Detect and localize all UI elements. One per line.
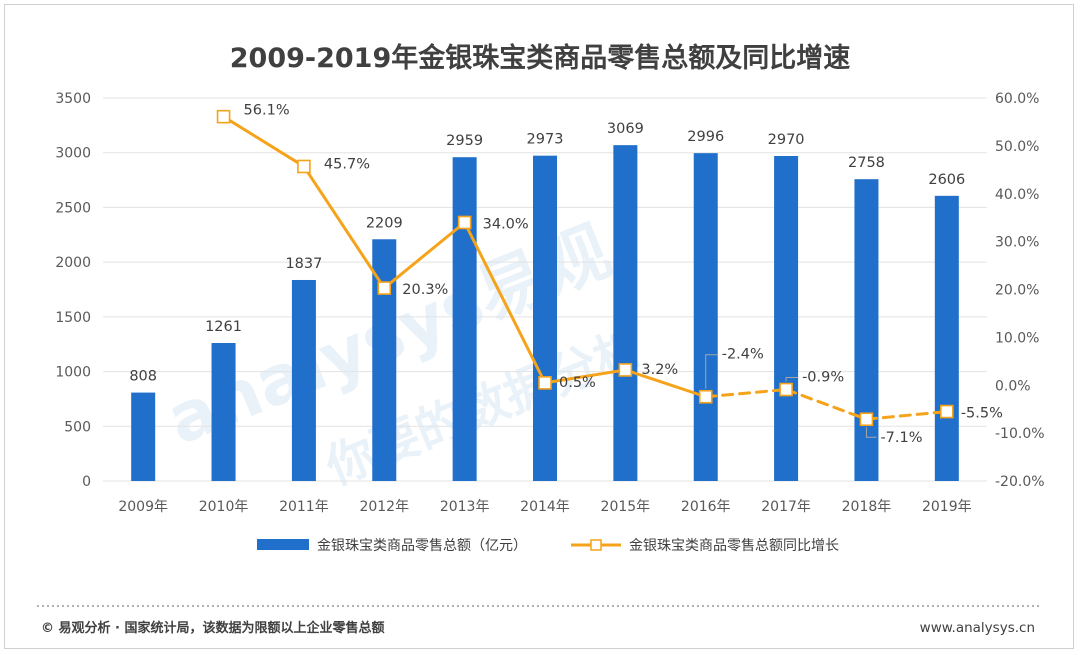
left-tick-label: 3500 — [55, 91, 91, 107]
bar-series — [131, 145, 959, 482]
growth-value-label: 0.5% — [559, 375, 596, 391]
growth-value-label: 45.7% — [324, 156, 370, 172]
growth-point — [859, 412, 874, 427]
left-tick-label: 3000 — [55, 146, 91, 162]
growth-point — [940, 404, 954, 419]
right-tick-label: 60.0% — [995, 91, 1039, 107]
right-tick-label: 0.0% — [995, 378, 1031, 394]
chart-frame: analysys易观 你要的数据分析 2009-2019年金银珠宝类商品零售总额… — [4, 4, 1074, 649]
growth-point — [698, 389, 713, 404]
bar-value-label: 808 — [129, 369, 157, 385]
footer-site[interactable]: www.analysys.cn — [920, 620, 1035, 636]
growth-value-label: 34.0% — [483, 216, 529, 232]
left-axis-ticks: 0 500 1000 1500 2000 2500 3000 3500 — [55, 91, 91, 490]
bar-value-label: 2606 — [928, 172, 965, 188]
growth-point — [377, 281, 392, 295]
legend-line-marker — [590, 539, 602, 551]
x-tick-label: 2016年 — [681, 499, 731, 515]
left-tick-label: 0 — [82, 474, 91, 490]
right-tick-label: 20.0% — [995, 283, 1039, 299]
bar-value-label: 1837 — [285, 256, 322, 272]
x-axis-ticks: 2009年 2010年 2011年 2012年 2013年 2014年 2015年 2016年… — [118, 499, 971, 515]
growth-value-label: -5.5% — [961, 406, 1003, 422]
right-tick-label: 10.0% — [995, 330, 1039, 346]
right-tick-label: -10.0% — [995, 426, 1045, 442]
bar — [533, 155, 557, 481]
growth-point — [538, 376, 552, 390]
bar — [934, 195, 959, 481]
growth-point — [216, 109, 231, 124]
legend-line-label: 金银珠宝类商品零售总额同比增长 — [629, 538, 839, 554]
bar — [211, 343, 236, 481]
bar-value-label: 2996 — [687, 129, 724, 145]
bar — [452, 157, 477, 481]
bar — [693, 153, 718, 482]
growth-point — [618, 363, 633, 377]
left-tick-label: 2000 — [55, 255, 91, 271]
bar — [291, 279, 316, 481]
legend: 金银珠宝类商品零售总额（亿元） 金银珠宝类商品零售总额同比增长 — [257, 538, 839, 554]
leader-line — [705, 354, 718, 389]
growth-line-segment — [222, 115, 306, 168]
left-tick-label: 1000 — [55, 365, 91, 381]
right-tick-label: 40.0% — [995, 187, 1039, 203]
x-tick-label: 2019年 — [922, 499, 972, 515]
x-tick-label: 2010年 — [199, 499, 249, 515]
bar-value-label: 2973 — [527, 132, 564, 148]
bar — [372, 239, 397, 481]
growth-value-labels: 56.1% 45.7% 20.3% 34.0% 0.5% 3.2% -2.4% -0.9% -7… — [244, 103, 1003, 447]
growth-value-label: -0.9% — [802, 370, 844, 386]
bar — [131, 392, 156, 481]
growth-value-label: -7.1% — [880, 430, 922, 446]
growth-line-segment — [543, 368, 627, 385]
left-tick-label: 2500 — [55, 200, 91, 216]
growth-point — [779, 382, 793, 397]
x-tick-label: 2011年 — [279, 499, 329, 515]
x-tick-label: 2015年 — [601, 499, 651, 515]
right-tick-label: 50.0% — [995, 139, 1039, 155]
x-tick-label: 2018年 — [842, 499, 892, 515]
bar-value-label: 2959 — [446, 133, 483, 149]
footer-source: © 易观分析 · 国家统计局，该数据为限额以上企业零售总额 — [41, 620, 385, 636]
bar — [774, 155, 799, 482]
bar-value-label: 3069 — [607, 121, 644, 137]
right-tick-label: 30.0% — [995, 235, 1039, 251]
growth-value-label: 56.1% — [244, 103, 290, 119]
left-tick-label: 500 — [64, 419, 91, 435]
x-tick-label: 2012年 — [359, 499, 409, 515]
bar — [613, 145, 638, 482]
bar-value-labels: 808 1261 1837 2209 2959 2973 3069 2996 2970 2758 2… — [129, 121, 965, 384]
growth-line-series — [216, 109, 954, 427]
growth-line-segment — [864, 410, 949, 421]
growth-line-segment — [382, 220, 467, 290]
chart-title: 2009-2019年金银珠宝类商品零售总额及同比增速 — [230, 42, 851, 74]
chart-svg: analysys易观 你要的数据分析 2009-2019年金银珠宝类商品零售总额… — [37, 42, 1045, 636]
left-tick-label: 1500 — [55, 310, 91, 326]
growth-point — [297, 159, 311, 174]
x-tick-label: 2014年 — [520, 499, 570, 515]
leader-line — [785, 377, 799, 382]
growth-line-segment — [704, 388, 788, 399]
bar-value-label: 2970 — [768, 132, 805, 148]
legend-bar-label: 金银珠宝类商品零售总额（亿元） — [317, 538, 527, 554]
bar-value-label: 1261 — [205, 319, 242, 335]
growth-value-label: 20.3% — [402, 282, 448, 298]
growth-value-label: -2.4% — [722, 347, 764, 363]
right-axis-ticks: -20.0% -10.0% 0.0% 10.0% 20.0% 30.0% 40.0% 50.0… — [995, 91, 1045, 490]
x-tick-label: 2017年 — [761, 499, 811, 515]
growth-line-segment — [784, 388, 868, 421]
bar-value-label: 2758 — [848, 155, 885, 171]
legend-bar-swatch — [257, 539, 309, 550]
bar-value-label: 2209 — [366, 215, 403, 231]
leader-line — [865, 427, 877, 438]
growth-point — [457, 215, 472, 230]
x-tick-label: 2009年 — [118, 499, 168, 515]
right-tick-label: -20.0% — [995, 474, 1045, 490]
growth-line-segment — [302, 164, 386, 290]
growth-value-label: 3.2% — [641, 362, 678, 378]
x-tick-label: 2013年 — [440, 499, 490, 515]
growth-line-segment — [463, 220, 547, 385]
growth-line-segment — [623, 368, 708, 399]
